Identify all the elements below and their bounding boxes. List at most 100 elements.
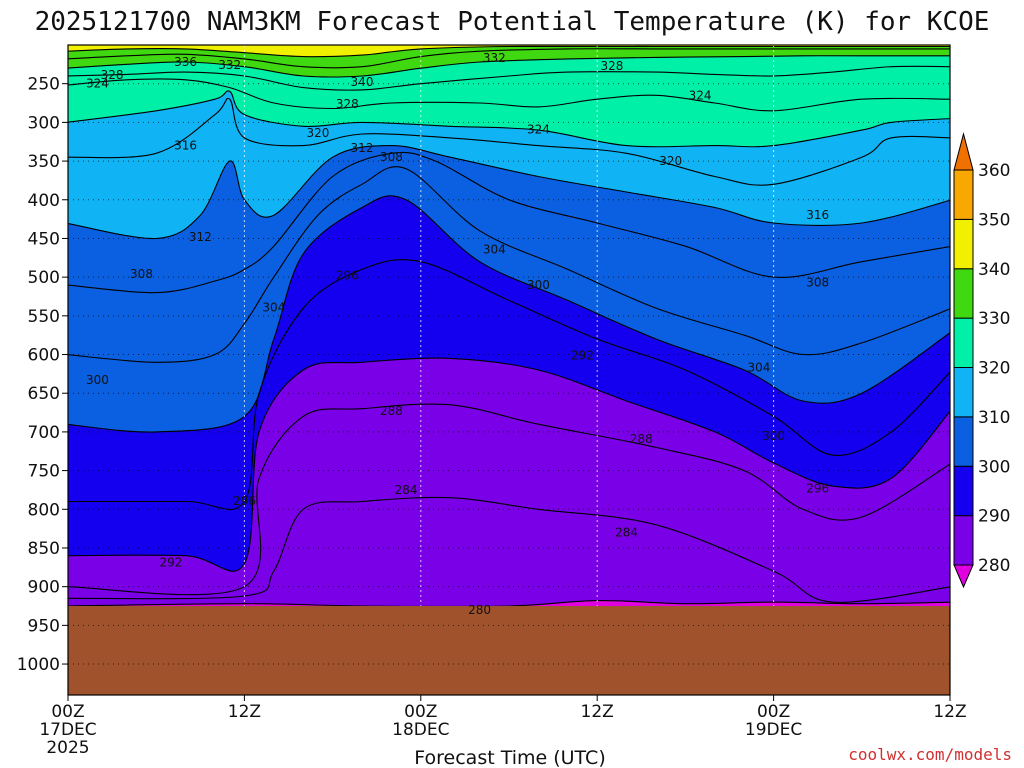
colorbar-band-290 [953, 465, 974, 517]
contour-label: 328 [336, 97, 359, 111]
colorbar-band-320 [953, 317, 974, 368]
contour-label: 308 [806, 276, 829, 290]
plot-area [68, 45, 950, 695]
isotherm-328 [68, 65, 950, 91]
contour-label: 324 [86, 77, 109, 91]
contour-label: 340 [351, 75, 374, 89]
contour-label: 304 [262, 300, 285, 314]
contour-label: 288 [630, 432, 653, 446]
y-tick-label: 600 [28, 346, 60, 366]
colorbar-band-340 [953, 218, 974, 270]
contour-label: 316 [806, 208, 829, 222]
x-tick-label: 12Z [933, 702, 966, 722]
y-tick-label: 650 [28, 384, 60, 404]
x-tick-label: 12Z [228, 702, 261, 722]
contour-label: 332 [218, 58, 241, 72]
contour-label: 324 [527, 122, 550, 136]
contour-label: 280 [468, 603, 491, 617]
isotherm-336 [68, 48, 950, 69]
isotherm-280 [68, 600, 950, 608]
x-axis-title: Forecast Time (UTC) [414, 747, 605, 768]
y-tick-label: 400 [28, 191, 60, 211]
contour-label: 292 [571, 348, 594, 362]
contour-label: 296 [336, 269, 359, 283]
y-tick-label: 950 [28, 616, 60, 636]
colorbar-label: 310 [978, 408, 1010, 428]
x-tick-label: 17DEC [39, 720, 96, 740]
x-tick-label: 2025 [46, 738, 89, 758]
isotherm-lines [68, 45, 950, 608]
colorbar-band-350 [953, 169, 974, 220]
y-tick-label: 350 [28, 152, 60, 172]
colorbar-max-arrow [953, 132, 974, 171]
colorbar-label: 350 [978, 210, 1010, 230]
credit-link[interactable]: coolwx.com/models [848, 745, 1012, 764]
colorbar-label: 280 [978, 556, 1010, 576]
y-tick-label: 750 [28, 462, 60, 482]
chart-title: 2025121700 NAM3KM Forecast Potential Tem… [35, 7, 990, 37]
contour-label: 292 [159, 556, 182, 570]
x-tick-label: 00Z [757, 702, 790, 722]
isotherm-284 [68, 496, 950, 603]
terrain-surface [68, 606, 950, 695]
contour-label: 320 [306, 126, 329, 140]
y-tick-label: 550 [28, 307, 60, 327]
contour-label: 300 [527, 278, 550, 292]
contour-label: 304 [747, 361, 770, 375]
y-tick-label: 700 [28, 423, 60, 443]
colorbar-band-300 [953, 416, 974, 467]
isotherm-292 [68, 357, 950, 572]
isotherm-332 [68, 55, 950, 78]
colorbar-min-arrow [953, 564, 974, 589]
contour-label: 312 [351, 141, 374, 155]
contour-label: 288 [380, 404, 403, 418]
isotherm-304 [68, 166, 950, 363]
contour-label: 328 [101, 68, 124, 82]
x-tick-label: 18DEC [392, 720, 449, 740]
contour-label: 296 [233, 494, 256, 508]
colorbar-label: 290 [978, 507, 1010, 527]
contour-label: 284 [395, 483, 418, 497]
colorbar-band-280 [953, 515, 974, 566]
contour-label: 332 [483, 51, 506, 65]
y-tick-label: 250 [28, 75, 60, 95]
contour-label: 300 [86, 373, 109, 387]
contour-label: 296 [806, 481, 829, 495]
y-tick-label: 800 [28, 500, 60, 520]
colorbar-band-330 [953, 268, 974, 319]
colorbar-label: 330 [978, 309, 1010, 329]
contour-label: 328 [600, 59, 623, 73]
y-tick-label: 850 [28, 539, 60, 559]
contour-label: 304 [483, 242, 506, 256]
x-tick-label: 19DEC [745, 720, 802, 740]
contour-label: 284 [615, 526, 638, 540]
x-tick-label: 00Z [404, 702, 437, 722]
isotherm-300 [68, 195, 950, 433]
isotherm-312 [68, 145, 950, 240]
y-axis: 250 300 350 400 450 500 550 600 650 700 750 800 850 9… [17, 75, 68, 675]
isotherm-296 [68, 259, 950, 511]
colorbar-label: 340 [978, 260, 1010, 280]
contour-label: 324 [689, 88, 712, 102]
contour-label: 312 [189, 230, 212, 244]
contour-label: 320 [659, 154, 682, 168]
y-tick-label: 1000 [17, 655, 60, 675]
colorbar-label: 320 [978, 359, 1010, 379]
isotherm-340 [68, 45, 950, 58]
colorbar-band-310 [953, 367, 974, 418]
isotherm-316 [68, 97, 950, 186]
isotherm-320 [68, 90, 950, 148]
colorbar: 280 290 300 310 320 330 340 350 360 [953, 132, 1010, 589]
x-tick-label: 00Z [51, 702, 84, 722]
contour-label: 308 [380, 150, 403, 164]
y-tick-label: 500 [28, 268, 60, 288]
plot-frame [67, 44, 951, 696]
y-tick-label: 900 [28, 578, 60, 598]
contour-label: 336 [174, 55, 197, 69]
y-tick-label: 450 [28, 229, 60, 249]
colorbar-label: 360 [978, 161, 1010, 181]
filled-contours [68, 45, 950, 695]
